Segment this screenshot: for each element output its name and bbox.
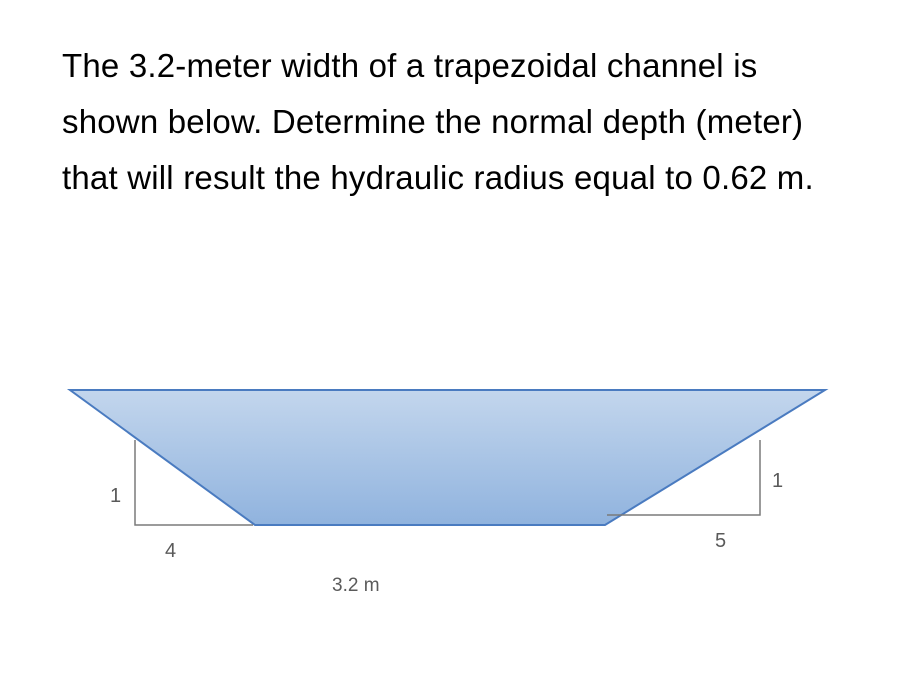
problem-text: The 3.2-meter width of a trapezoidal cha…: [62, 38, 854, 206]
trapezoid-shape: [70, 390, 825, 525]
trapezoid-svg: [30, 350, 880, 650]
right-vertical-label: 1: [772, 470, 783, 493]
bottom-width-label: 3.2 m: [332, 575, 380, 597]
channel-diagram: 1 4 1 5 3.2 m: [30, 350, 880, 650]
left-horizontal-label: 4: [165, 540, 176, 563]
right-horizontal-label: 5: [715, 530, 726, 553]
left-vertical-label: 1: [110, 485, 121, 508]
